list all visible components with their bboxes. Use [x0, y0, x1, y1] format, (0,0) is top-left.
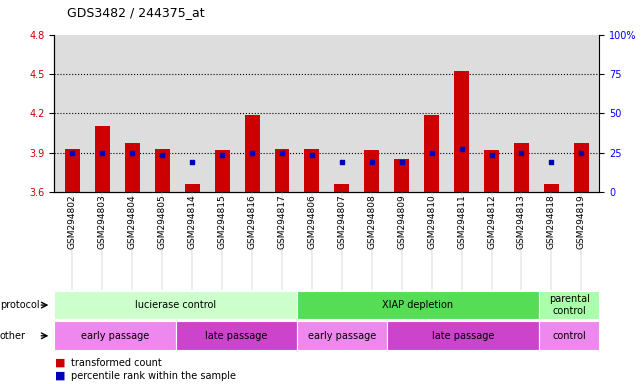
Text: percentile rank within the sample: percentile rank within the sample [71, 371, 235, 381]
Text: GSM294803: GSM294803 [98, 194, 107, 249]
Bar [387, 321, 539, 350]
Text: GSM294816: GSM294816 [247, 194, 256, 249]
Text: parental
control: parental control [549, 294, 590, 316]
Bar [364, 150, 379, 192]
Bar [185, 184, 200, 192]
Text: other: other [0, 331, 26, 341]
Text: GSM294807: GSM294807 [337, 194, 346, 249]
Text: early passage: early passage [308, 331, 376, 341]
Bar [274, 149, 290, 192]
Bar [335, 184, 349, 192]
Bar [54, 321, 176, 350]
Point [247, 150, 257, 156]
Text: lucierase control: lucierase control [135, 300, 216, 310]
Point [127, 150, 137, 156]
Text: GSM294808: GSM294808 [367, 194, 376, 249]
Bar [394, 159, 409, 192]
Bar [304, 149, 319, 192]
Text: GDS3482 / 244375_at: GDS3482 / 244375_at [67, 6, 205, 19]
Point [217, 152, 228, 158]
Text: ■: ■ [54, 371, 65, 381]
Point [576, 150, 587, 156]
Bar [424, 114, 439, 192]
Point [157, 152, 167, 158]
Text: GSM294812: GSM294812 [487, 194, 496, 248]
Point [487, 152, 497, 158]
Point [307, 152, 317, 158]
Text: GSM294804: GSM294804 [128, 194, 137, 248]
Bar [297, 321, 387, 350]
Text: GSM294817: GSM294817 [278, 194, 287, 249]
Text: GSM294814: GSM294814 [188, 194, 197, 248]
Bar [245, 114, 260, 192]
Text: early passage: early passage [81, 331, 149, 341]
Bar [539, 321, 599, 350]
Bar [454, 71, 469, 192]
Point [337, 159, 347, 165]
Text: GSM294806: GSM294806 [308, 194, 317, 249]
Point [97, 150, 108, 156]
Point [67, 150, 78, 156]
Text: ■: ■ [54, 358, 65, 368]
Text: late passage: late passage [205, 331, 267, 341]
Point [546, 159, 556, 165]
Text: GSM294811: GSM294811 [457, 194, 466, 249]
Text: GSM294818: GSM294818 [547, 194, 556, 249]
Point [277, 150, 287, 156]
Point [517, 150, 527, 156]
Bar [125, 144, 140, 192]
Text: GSM294805: GSM294805 [158, 194, 167, 249]
Bar [574, 144, 589, 192]
Text: control: control [552, 331, 586, 341]
Text: GSM294810: GSM294810 [427, 194, 436, 249]
Text: GSM294802: GSM294802 [68, 194, 77, 248]
Text: transformed count: transformed count [71, 358, 162, 368]
Bar [297, 291, 539, 319]
Point [187, 159, 197, 165]
Bar [176, 321, 297, 350]
Text: GSM294815: GSM294815 [218, 194, 227, 249]
Text: GSM294813: GSM294813 [517, 194, 526, 249]
Bar [484, 150, 499, 192]
Point [397, 159, 407, 165]
Bar [65, 149, 80, 192]
Bar [514, 144, 529, 192]
Text: late passage: late passage [432, 331, 494, 341]
Bar [215, 150, 229, 192]
Text: XIAP depletion: XIAP depletion [382, 300, 453, 310]
Bar [544, 184, 559, 192]
Bar [154, 149, 170, 192]
Bar [95, 126, 110, 192]
Point [367, 159, 377, 165]
Point [456, 146, 467, 152]
Text: protocol: protocol [0, 300, 40, 310]
Bar [54, 291, 297, 319]
Bar [539, 291, 599, 319]
Text: GSM294819: GSM294819 [577, 194, 586, 249]
Text: GSM294809: GSM294809 [397, 194, 406, 249]
Point [426, 150, 437, 156]
